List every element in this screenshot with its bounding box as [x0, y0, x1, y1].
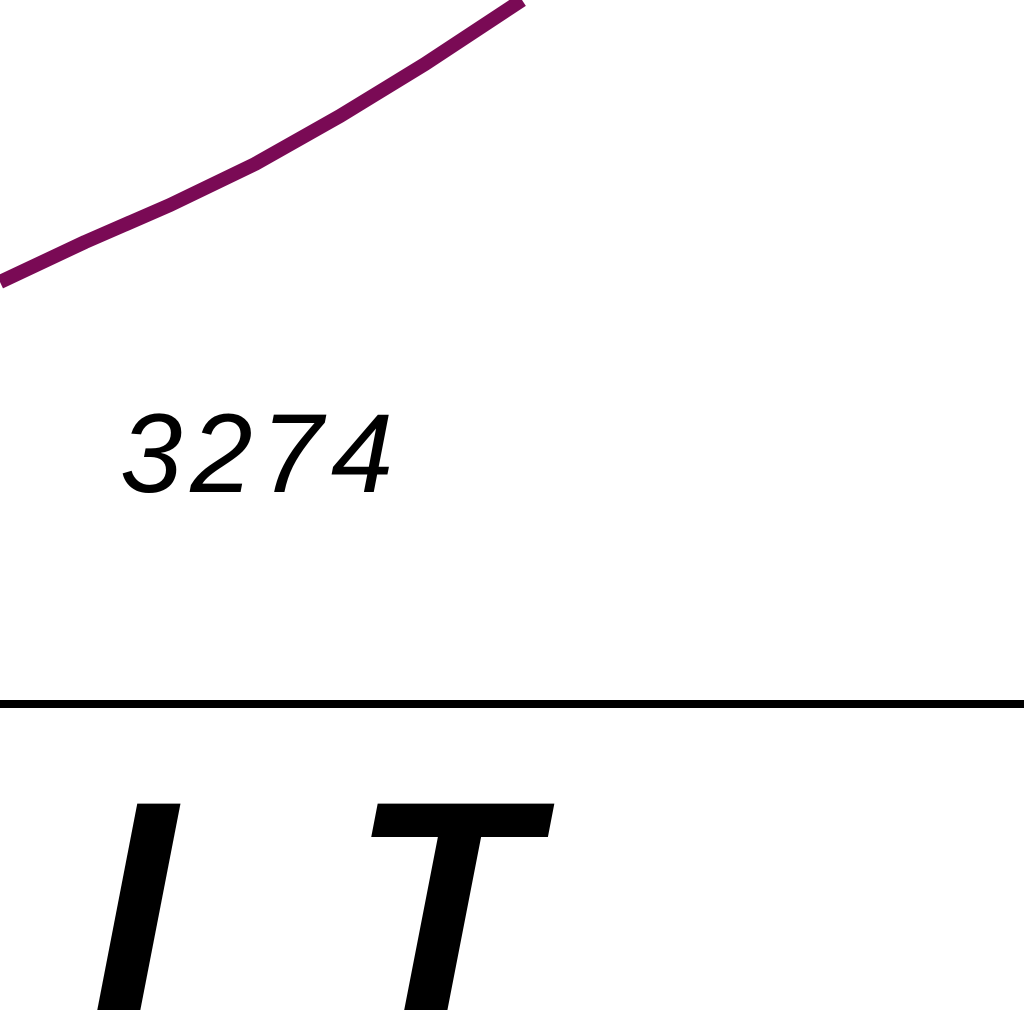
series-line [0, 0, 526, 289]
x-tick-label: T [350, 738, 556, 1024]
x-tick-label: I [92, 738, 181, 1024]
data-label: 3274 [120, 391, 401, 516]
